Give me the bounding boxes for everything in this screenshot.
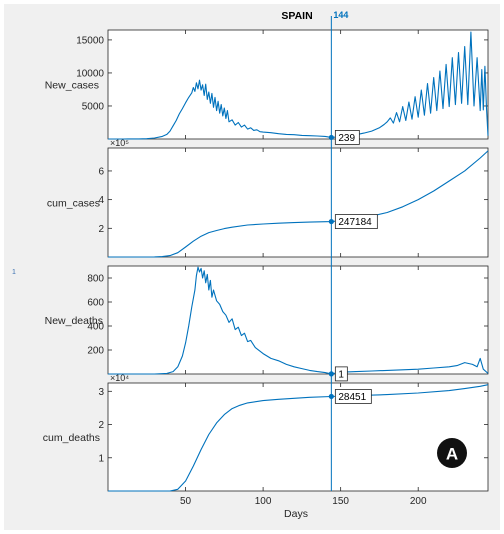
series-line <box>108 150 489 258</box>
y-axis-multiplier: ×10⁵ <box>110 138 129 148</box>
y-axis-label: cum_cases <box>47 198 100 210</box>
y-tick-label: 15000 <box>76 35 104 46</box>
datatip-box <box>334 366 348 382</box>
subplot-1: 5000 10000 15000 New_cases 239 <box>45 29 489 145</box>
datatip-box <box>334 214 378 229</box>
y-tick-label: 600 <box>87 298 104 309</box>
y-tick-label: 800 <box>87 274 104 285</box>
series-line <box>108 266 489 375</box>
chart-title: SPAIN <box>281 10 312 22</box>
x-tick-label: 100 <box>255 496 272 507</box>
x-tick-label: 150 <box>332 496 349 507</box>
y-tick-label: 5000 <box>82 101 105 112</box>
series-line <box>108 384 489 492</box>
datatip-label: 247184 <box>338 217 372 228</box>
axes-box <box>107 382 489 492</box>
datatip-box <box>334 389 372 404</box>
y-tick-label: 2 <box>98 224 104 235</box>
x-tick-label: 50 <box>180 496 192 507</box>
datatip-label: 28451 <box>338 392 366 403</box>
y-axis-multiplier: ×10⁴ <box>110 373 129 383</box>
chart-figure: 5000 10000 15000 New_cases 239 2 4 6 cum_cases ×1… <box>12 10 489 520</box>
y-tick-label: 6 <box>98 166 104 177</box>
y-axis-label: New_deaths <box>45 315 103 327</box>
cursor-label: 144 <box>333 10 348 20</box>
figure: 5000 10000 15000 New_cases 239 2 4 6 cum_cases ×1… <box>4 4 500 530</box>
y-tick-label: 4 <box>98 195 104 206</box>
x-tick-label: 200 <box>410 496 427 507</box>
badge-circle <box>437 438 467 468</box>
badge-letter: A <box>446 445 458 464</box>
y-tick-label: 10000 <box>76 68 104 79</box>
y-tick-label: 1 <box>98 453 104 464</box>
subplot-2: 2 4 6 cum_cases ×10⁵ 247184 <box>47 138 489 258</box>
subplot-3: 200 400 600 800 New_deaths 1 <box>45 265 489 382</box>
axes-box <box>107 265 489 375</box>
axes-box <box>107 147 489 258</box>
side-marker: 1 <box>12 269 16 276</box>
y-axis-label: New_cases <box>45 80 99 92</box>
subplot-4: 1 2 3 cum_deaths ×10⁴ 28451 <box>43 373 489 492</box>
y-axis-label: cum_deaths <box>43 432 100 444</box>
datatip-label: 239 <box>338 133 355 144</box>
y-tick-label: 400 <box>87 322 104 333</box>
y-tick-label: 2 <box>98 420 104 431</box>
y-tick-label: 3 <box>98 387 104 398</box>
axes-box <box>107 29 489 140</box>
y-tick-label: 200 <box>87 346 104 357</box>
series-line <box>108 31 489 140</box>
datatip-box <box>334 130 360 145</box>
datatip-label: 1 <box>338 369 344 380</box>
x-axis-label: Days <box>284 508 308 520</box>
